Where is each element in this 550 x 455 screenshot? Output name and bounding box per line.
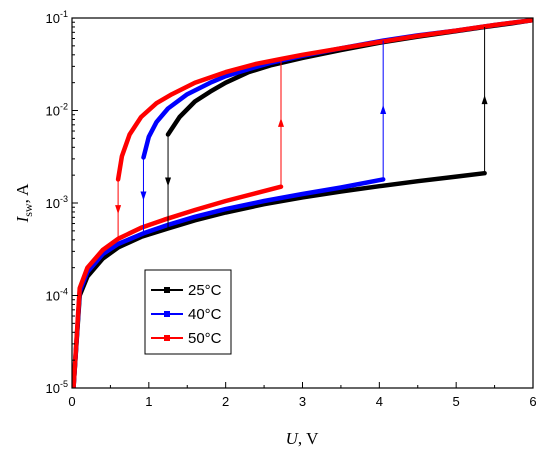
legend-marker	[164, 287, 170, 293]
series-2-switch-down-arrow	[115, 205, 122, 215]
series-0-switch-down-arrow	[165, 177, 172, 187]
y-tick-label: 10-3	[46, 194, 68, 211]
x-tick-label: 4	[376, 394, 383, 409]
series-1-high-branch	[141, 18, 533, 160]
y-tick-exponent: -3	[60, 194, 68, 204]
y-tick-exponent: -2	[60, 102, 68, 112]
y-tick-base: 10	[46, 11, 60, 26]
y-axis-unit: , A	[13, 183, 32, 204]
x-tick-label: 1	[145, 394, 152, 409]
y-tick-label: 10-5	[46, 379, 68, 396]
tick-layer: 0 1 2 3 4 5 610-510-410-310-210-1	[46, 9, 537, 409]
y-axis-title: Isw, A	[13, 183, 35, 224]
legend-box	[144, 269, 232, 355]
series-layer	[72, 18, 533, 388]
x-tick-label: 2	[222, 394, 229, 409]
legend-marker	[164, 311, 170, 317]
y-tick-label: 10-2	[46, 102, 68, 119]
legend: 25°C 40°C 50°C	[144, 269, 232, 355]
series-2-low-branch	[72, 184, 284, 388]
series-2-switch-up-arrow	[277, 117, 284, 127]
y-tick-label: 10-1	[46, 9, 68, 26]
x-tick-label: 3	[299, 394, 306, 409]
legend-items: 25°C 40°C 50°C	[151, 282, 222, 347]
legend-label: 50°C	[188, 330, 222, 347]
x-tick-label: 6	[529, 394, 536, 409]
y-tick-base: 10	[46, 381, 60, 396]
series-0-low-branch	[72, 170, 487, 388]
x-axis-title: U, V	[286, 429, 319, 448]
y-axis-subscript: sw	[21, 203, 35, 217]
x-tick-label: 0	[68, 394, 75, 409]
y-tick-exponent: -1	[60, 9, 68, 19]
y-tick-base: 10	[46, 104, 60, 119]
series-2-high-branch	[115, 18, 533, 182]
y-tick-exponent: -5	[60, 379, 68, 389]
y-tick-base: 10	[46, 289, 60, 304]
plot-frame	[71, 17, 534, 389]
y-tick-base: 10	[46, 196, 60, 211]
series-1-switch-down-arrow	[140, 191, 147, 201]
arrow-layer	[115, 26, 488, 239]
x-tick-label: 5	[453, 394, 460, 409]
x-axis-symbol: U	[286, 429, 300, 448]
x-axis-unit: , V	[298, 429, 319, 448]
legend-label: 40°C	[188, 306, 222, 323]
legend-label: 25°C	[188, 282, 222, 299]
y-axis-symbol: I	[13, 215, 32, 223]
y-tick-label: 10-4	[46, 287, 68, 304]
series-0-switch-up-arrow	[481, 95, 488, 105]
series-1-switch-up-arrow	[380, 104, 387, 114]
y-tick-exponent: -4	[60, 287, 68, 297]
legend-marker	[164, 335, 170, 341]
